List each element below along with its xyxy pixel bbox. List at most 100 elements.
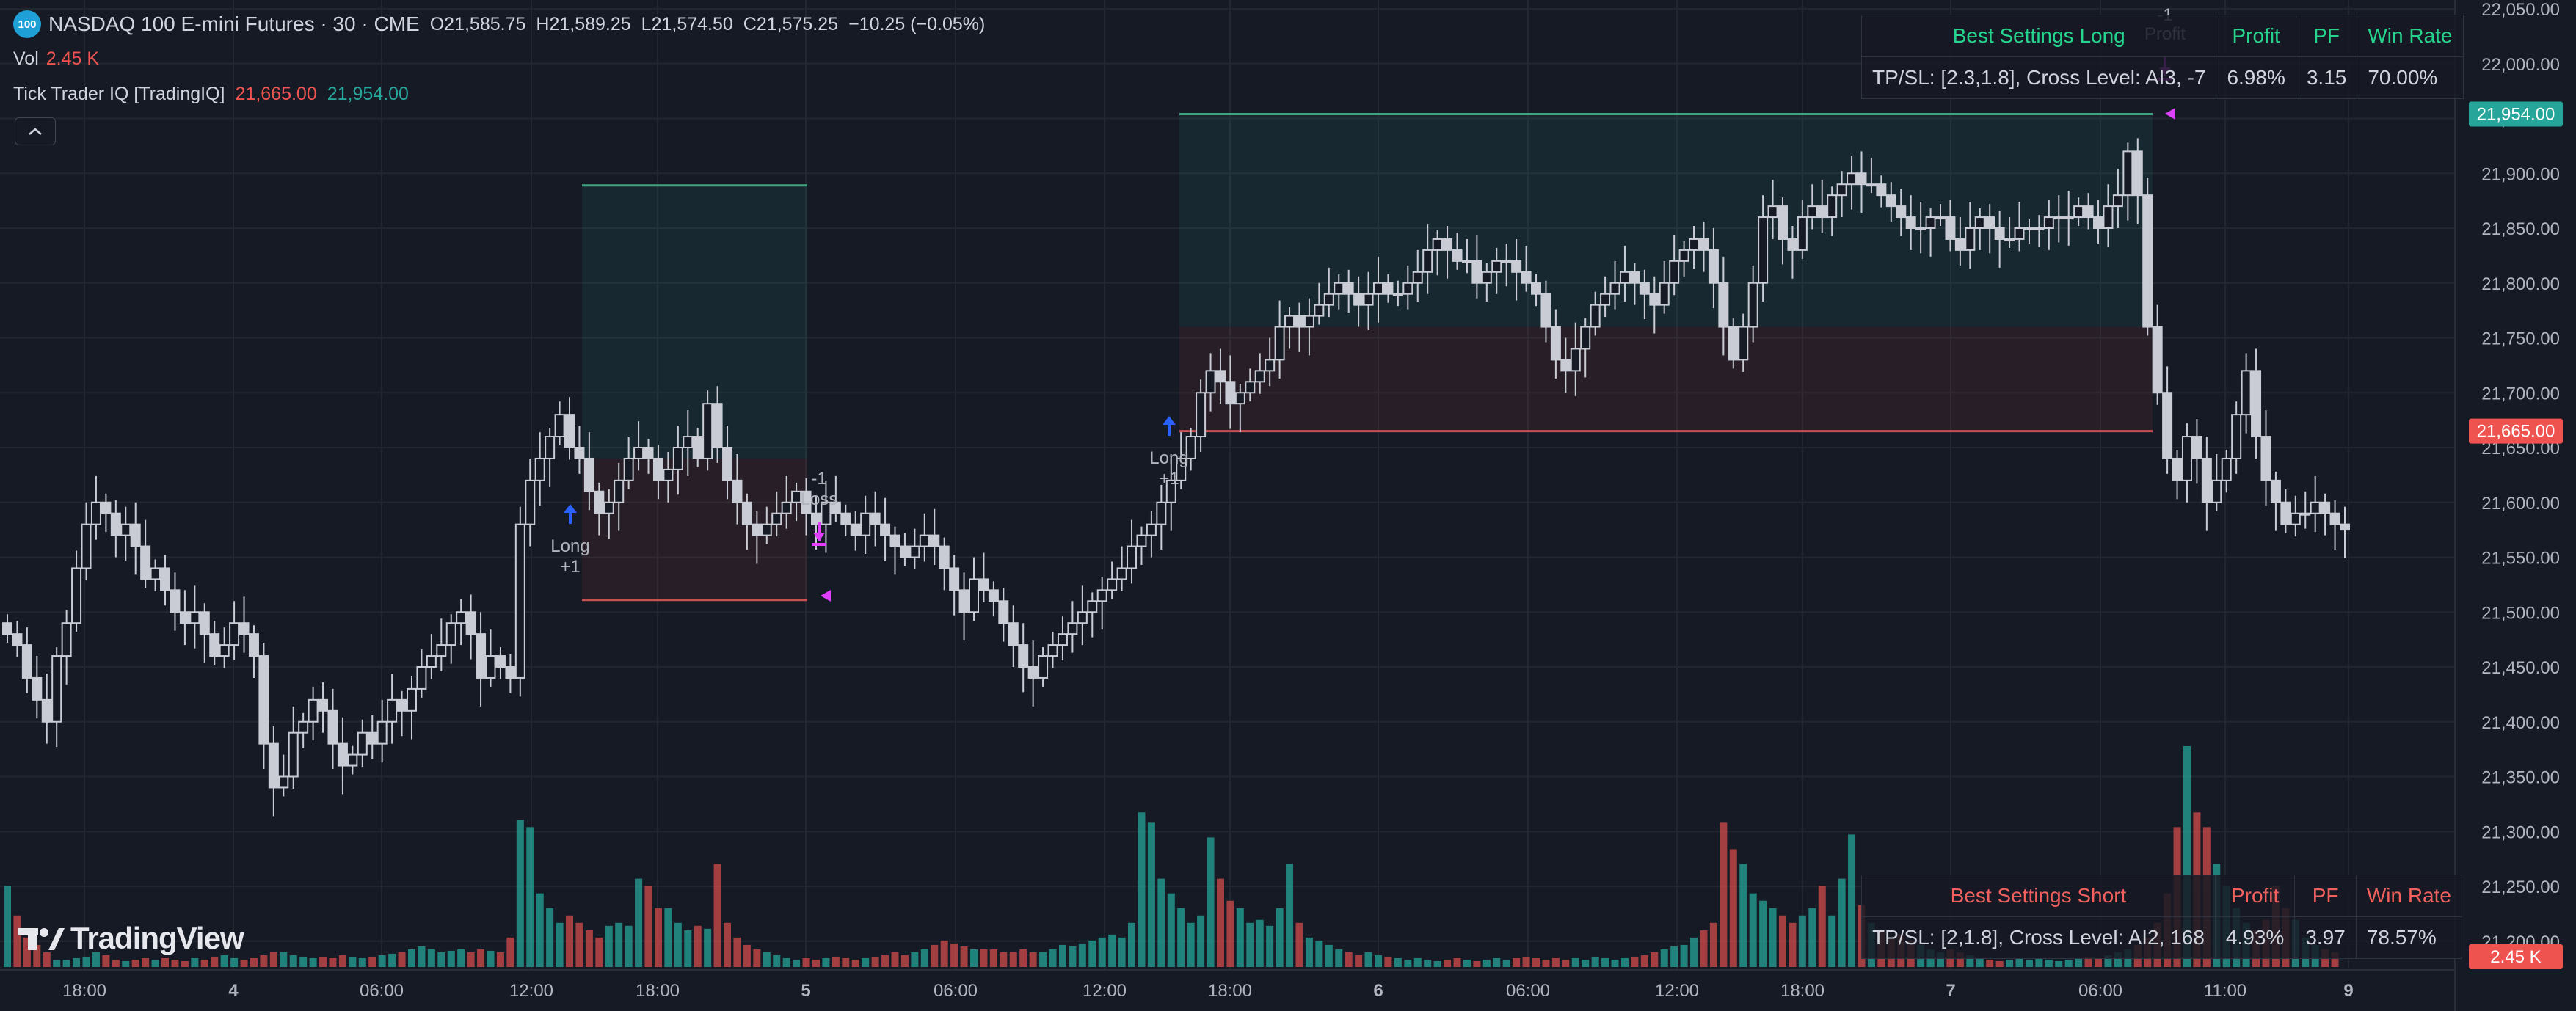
candle-body: [1560, 359, 1571, 372]
indicator-legend[interactable]: Tick Trader IQ [TradingIQ] 21,665.00 21,…: [13, 84, 419, 105]
volume-bar: [1651, 952, 1659, 967]
price-tick-label: 21,450.00: [2481, 658, 2560, 678]
time-tick-label: 9: [2343, 981, 2353, 1001]
candle-body: [308, 698, 319, 723]
candle-body: [1314, 304, 1325, 317]
candle-body: [2034, 227, 2045, 230]
volume-bar: [1325, 944, 1333, 967]
volume-bar: [1571, 957, 1579, 967]
candle-body: [663, 468, 674, 481]
volume-bar: [743, 944, 751, 967]
candle-body: [2211, 479, 2222, 503]
candle-body: [2191, 436, 2202, 459]
long-entry-arrowhead: [564, 504, 577, 513]
candle-body: [505, 666, 516, 679]
volume-bar: [595, 937, 603, 967]
exit-marker-head: [813, 533, 825, 541]
candle-body: [495, 655, 506, 668]
volume-bar: [1207, 837, 1215, 967]
candle-body: [564, 414, 575, 449]
candle-body: [1984, 216, 1995, 229]
volume-bar: [960, 946, 968, 967]
volume-bar: [1069, 946, 1077, 967]
volume-bar: [1631, 956, 1639, 967]
volume-bar: [1542, 959, 1550, 967]
symbol-title[interactable]: NASDAQ 100 E-mini Futures · 30 · CME: [48, 12, 420, 35]
volume-bar: [181, 960, 189, 967]
volume-bar: [1966, 955, 1974, 967]
candle-body: [2260, 436, 2271, 481]
long-settings-value: TP/SL: [2.3,1.8], Cross Level: AI3, -7: [1860, 56, 2217, 99]
tradingview-logo[interactable]: TradingView: [18, 921, 244, 956]
candle-body: [1284, 315, 1295, 328]
price-tick-label: 21,600.00: [2481, 494, 2560, 514]
volume-bar: [585, 930, 593, 967]
candle-body: [692, 436, 703, 459]
candles: [2, 138, 2350, 817]
ohlc-close: C21,575.25: [743, 13, 839, 34]
candle-body: [1491, 260, 1502, 273]
volume-bar: [674, 922, 682, 967]
candle-body: [1185, 436, 1196, 459]
candle-body: [949, 567, 960, 591]
price-tick-label: 21,350.00: [2481, 768, 2560, 788]
long-profit-value: 6.98%: [2216, 56, 2296, 99]
candle-body: [1876, 183, 1887, 197]
collapse-legend-button[interactable]: [15, 117, 56, 145]
volume-bar: [1256, 919, 1264, 967]
candle-body: [130, 523, 141, 547]
candle-body: [12, 633, 23, 646]
candle-body: [840, 512, 851, 525]
candle-body: [436, 644, 447, 657]
short-profit-value: 4.93%: [2214, 916, 2296, 959]
candle-body: [672, 447, 683, 470]
candle-body: [534, 457, 545, 481]
candle-body: [1531, 282, 1542, 295]
volume-bar: [724, 922, 732, 967]
trade-label: Long: [550, 536, 589, 556]
candle-body: [229, 622, 240, 646]
volume-bar: [911, 952, 919, 967]
trade-label: Long: [1149, 448, 1188, 468]
candle-body: [1392, 293, 1403, 296]
candle-body: [1471, 260, 1482, 284]
long-header-settings: Best Settings Long: [1860, 15, 2217, 57]
price-tag-sl: [2469, 418, 2563, 444]
volume-bar: [1453, 957, 1461, 967]
candle-body: [1383, 282, 1394, 295]
volume-bar: [822, 957, 830, 967]
volume-bar: [1601, 957, 1609, 967]
candle-body: [426, 655, 437, 668]
time-tick-label: 4: [228, 981, 239, 1001]
volume-bar: [1157, 878, 1165, 967]
volume-bar: [1049, 949, 1057, 967]
candle-body: [1619, 271, 1630, 284]
volume-bar: [2331, 952, 2339, 967]
candle-body: [1303, 315, 1314, 328]
candle-body: [51, 655, 62, 723]
volume-bar: [447, 950, 455, 967]
candle-body: [1294, 315, 1305, 328]
volume-bar: [1986, 959, 1994, 967]
volume-bar: [1019, 949, 1027, 967]
candle-body: [445, 622, 456, 646]
trade-label: +1: [560, 557, 580, 577]
volume-bar: [1305, 937, 1313, 967]
candle-body: [1994, 227, 2005, 240]
ohlc-open: O21,585.75: [429, 13, 526, 34]
volume-bar: [1404, 959, 1412, 967]
volume-bar: [1709, 922, 1717, 967]
volume-bar: [1058, 944, 1066, 967]
volume-bar: [1700, 930, 1708, 967]
symbol-badge[interactable]: 100: [13, 10, 41, 38]
volume-bar: [950, 943, 958, 967]
candle-body: [2221, 457, 2232, 481]
volume-bar: [2084, 956, 2092, 967]
candle-body: [2300, 512, 2311, 516]
volume-bar: [1147, 822, 1155, 967]
price-tick-label: 21,550.00: [2481, 549, 2560, 569]
volume-bar: [1029, 952, 1037, 967]
volume-legend[interactable]: Vol 2.45 K: [13, 48, 109, 70]
candle-body: [545, 436, 556, 459]
